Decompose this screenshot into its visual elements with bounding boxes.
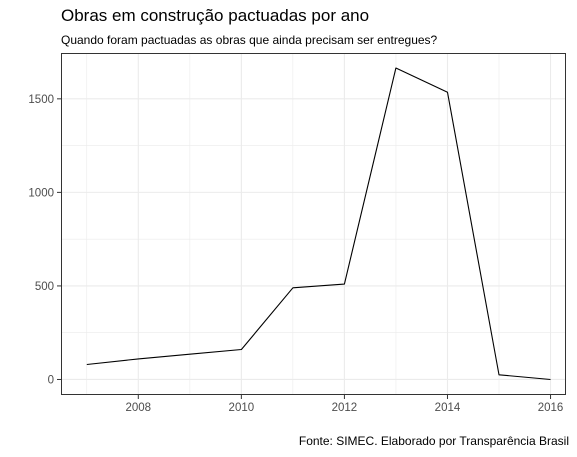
x-tick-label: 2012 [332,402,358,414]
series-layer [86,67,551,381]
y-tick-label: 0 [48,374,54,386]
x-tick-label: 2010 [229,402,255,414]
axis-ticks: 0 500 1000 1500 2008 2010 2012 2014 2016 [28,94,563,414]
y-tick-label: 500 [35,281,54,293]
chart-caption: Fonte: SIMEC. Elaborado por Transparênci… [298,434,569,448]
x-tick-label: 2014 [435,402,461,414]
panel-border [61,53,566,395]
x-tick-label: 2016 [538,402,564,414]
series-line [86,67,551,381]
chart-subtitle: Quando foram pactuadas as obras que aind… [61,33,438,47]
y-tick-label: 1000 [28,187,54,199]
chart-title: Obras em construção pactuadas por ano [61,6,370,25]
grid-lines [61,53,566,395]
y-tick-label: 1500 [28,94,54,106]
x-tick-label: 2008 [125,402,151,414]
